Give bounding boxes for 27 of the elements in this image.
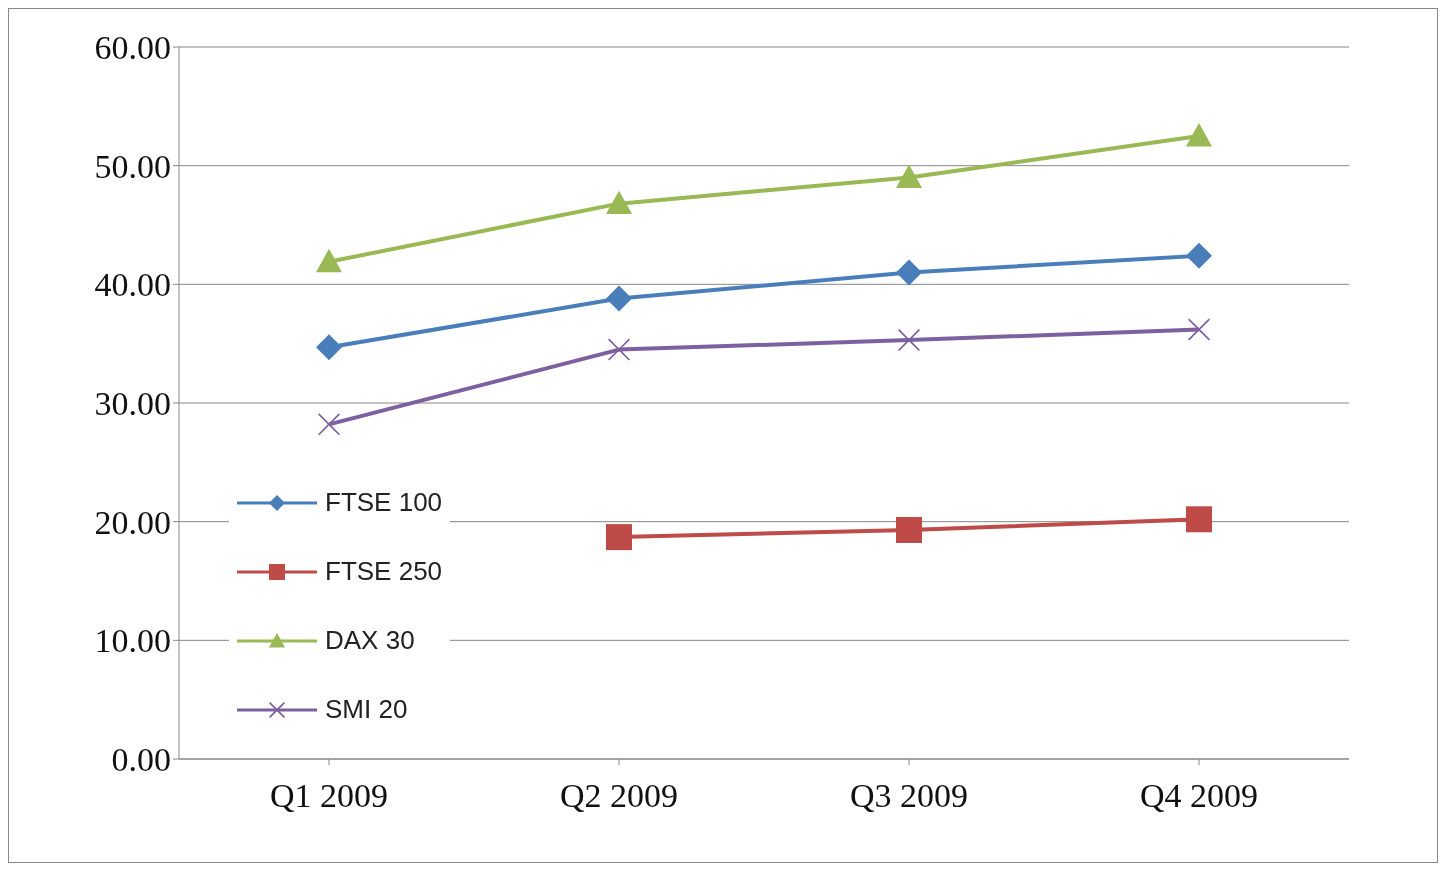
x-tick-label: Q4 2009	[1139, 777, 1259, 815]
legend-label: FTSE 250	[325, 556, 443, 587]
point	[1186, 123, 1212, 147]
point	[898, 329, 920, 352]
y-tick-label: 0.00	[111, 741, 171, 779]
y-tick-label: 10.00	[94, 622, 171, 660]
point	[1186, 242, 1212, 269]
point	[606, 524, 632, 551]
x-tick-label: Q2 2009	[559, 777, 679, 815]
point	[896, 164, 922, 188]
y-tick-label: 40.00	[94, 266, 171, 304]
point	[1186, 506, 1212, 533]
x-tick-label: Q3 2009	[849, 777, 969, 815]
x-tick-label: Q1 2009	[269, 777, 389, 815]
y-tick-label: 30.00	[94, 385, 171, 423]
y-tick-label: 60.00	[94, 29, 171, 67]
point	[896, 259, 922, 286]
legend-label: FTSE 100	[325, 487, 443, 518]
point	[896, 516, 922, 543]
point	[606, 285, 632, 312]
y-tick-label: 50.00	[94, 147, 171, 185]
legend-label: DAX 30	[325, 625, 415, 656]
point	[316, 334, 342, 361]
legend-label: SMI 20	[325, 694, 408, 725]
point	[316, 248, 342, 273]
y-tick-label: 20.00	[94, 503, 171, 541]
point	[606, 190, 632, 215]
